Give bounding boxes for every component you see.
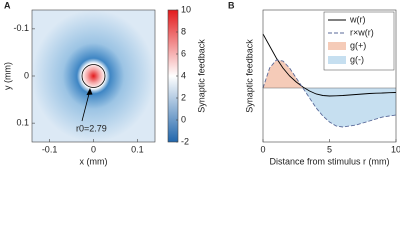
legend-label: g(+) (350, 40, 366, 50)
colorbar-tick-label: 6 (181, 48, 186, 58)
y-tick-label: 0 (24, 70, 29, 80)
area-positive (263, 60, 396, 88)
panel-label: B (228, 0, 235, 10)
colorbar-label: Synaptic feedback (196, 39, 206, 113)
colorbar-tick-label: 2 (181, 92, 186, 102)
x-tick-label: 0.1 (131, 144, 144, 154)
x-axis-label: Distance from stimulus r (mm) (269, 156, 389, 166)
heatmap (32, 10, 155, 142)
colorbar-tick-label: 8 (181, 26, 186, 36)
x-tick-label: 0 (260, 144, 265, 154)
series-line (262, 59, 397, 128)
x-tick-label: -0.1 (42, 144, 58, 154)
annotation: r0=2.79 (76, 123, 107, 133)
colorbar-tick-label: 4 (181, 70, 186, 80)
series-line (262, 33, 397, 97)
figure: Ar0=2.79 -0.1 0 0.1 -0.1 0 0.1 x (mm) y (mm) -2 0 2… (2, 0, 400, 166)
legend-label: g(-) (350, 54, 364, 64)
panel-label: A (4, 0, 11, 10)
arrow (81, 89, 91, 122)
arrow-head (86, 88, 93, 95)
colorbar-tick-label: 10 (181, 4, 191, 14)
y-tick-label: -0.1 (13, 23, 29, 33)
x-axis-label: x (mm) (80, 156, 108, 166)
x-tick-label: 0 (91, 144, 96, 154)
legend-swatch (328, 42, 346, 50)
colorbar-tick-label: 0 (181, 114, 186, 124)
legend-swatch (328, 56, 346, 64)
area-negative (263, 88, 396, 127)
colorbar-tick-label: -2 (181, 136, 189, 146)
r0-circle (81, 64, 106, 88)
legend-label: w(r) (349, 14, 366, 24)
x-tick-label: 5 (327, 144, 332, 154)
legend-label: r×w(r) (350, 27, 374, 37)
x-tick-label: 10 (391, 144, 400, 154)
y-axis-label: Synaptic feedback (244, 39, 254, 113)
y-tick-label: 0.1 (16, 118, 29, 128)
y-axis-label: y (mm) (2, 62, 12, 90)
